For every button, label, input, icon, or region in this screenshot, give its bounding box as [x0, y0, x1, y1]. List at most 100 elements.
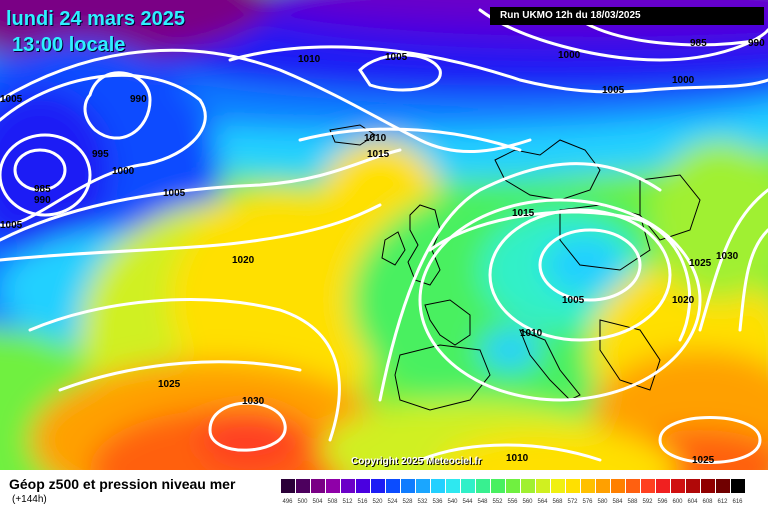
- isobar-label: 1005: [0, 94, 23, 105]
- isobar-label: 1000: [112, 166, 135, 177]
- color-scale-swatch: [670, 479, 685, 493]
- isobar-label: 1005: [562, 295, 585, 306]
- forecast-map: 1010 1005 1000 985 990 1005 1000 1005 99…: [0, 0, 768, 470]
- color-scale-swatch: [430, 479, 445, 493]
- color-scale-swatch: [595, 479, 610, 493]
- color-scale: [280, 479, 745, 493]
- forecast-local-time: 13:00 locale: [12, 34, 126, 56]
- color-scale-swatch: [655, 479, 670, 493]
- color-scale-swatch: [715, 479, 730, 493]
- color-scale-swatch: [625, 479, 640, 493]
- color-scale-tick-label: 544: [462, 499, 473, 505]
- geopotential-field: 1010 1005 1000 985 990 1005 1000 1005 99…: [0, 0, 768, 470]
- color-scale-swatch: [415, 479, 430, 493]
- color-scale-swatch: [505, 479, 520, 493]
- color-scale-tick-label: 496: [282, 499, 293, 505]
- color-scale-tick-label: 608: [702, 499, 713, 505]
- color-scale-tick-label: 568: [552, 499, 563, 505]
- isobar-label: 985: [690, 38, 707, 49]
- isobar-label: 1000: [558, 50, 581, 61]
- color-scale-swatch: [580, 479, 595, 493]
- color-scale-tick-label: 552: [492, 499, 503, 505]
- color-scale-tick-label: 572: [567, 499, 578, 505]
- isobar-label: 1005: [163, 188, 186, 199]
- isobar-label: 990: [748, 38, 765, 49]
- isobar-label: 990: [130, 94, 147, 105]
- isobar-label: 1005: [0, 220, 23, 231]
- color-scale-tick-label: 560: [522, 499, 533, 505]
- color-scale-tick-label: 584: [612, 499, 623, 505]
- color-scale-swatch: [295, 479, 310, 493]
- isobar-label: 1020: [672, 295, 695, 306]
- color-scale-swatch: [445, 479, 460, 493]
- color-scale-swatch: [385, 479, 400, 493]
- color-scale-tick-label: 616: [732, 499, 743, 505]
- color-scale-tick-label: 580: [597, 499, 608, 505]
- isobar-label: 1000: [672, 75, 695, 86]
- isobar-label: 1015: [367, 149, 390, 160]
- color-scale-swatch: [340, 479, 355, 493]
- color-scale-swatch: [700, 479, 715, 493]
- color-scale-tick-label: 548: [477, 499, 488, 505]
- color-scale-tick-label: 588: [627, 499, 638, 505]
- isobar-label: 1030: [716, 251, 739, 262]
- isobar-label: 1025: [692, 455, 715, 466]
- isobar-label: 995: [92, 149, 109, 160]
- isobar-label: 1025: [689, 258, 712, 269]
- isobar-label: 985: [34, 184, 51, 195]
- isobar-label: 1010: [298, 54, 321, 65]
- isobar-label: 1015: [512, 208, 535, 219]
- run-info-badge: Run UKMO 12h du 18/03/2025: [490, 7, 764, 25]
- color-scale-tick-label: 524: [387, 499, 398, 505]
- color-scale-tick-label: 600: [672, 499, 683, 505]
- color-scale-swatch: [475, 479, 490, 493]
- color-scale-tick-label: 564: [537, 499, 548, 505]
- color-scale-swatch: [310, 479, 325, 493]
- copyright-notice: Copyright 2025 Meteociel.fr: [351, 456, 482, 467]
- isobar-label: 1030: [242, 396, 265, 407]
- color-scale-swatch: [355, 479, 370, 493]
- forecast-date: lundi 24 mars 2025: [6, 8, 185, 30]
- isobar-label: 1005: [602, 85, 625, 96]
- color-scale-swatch: [730, 479, 745, 493]
- color-scale-swatch: [490, 479, 505, 493]
- color-scale-swatch: [400, 479, 415, 493]
- color-scale-tick-label: 528: [402, 499, 413, 505]
- color-scale-swatch: [520, 479, 535, 493]
- color-scale-tick-label: 508: [327, 499, 338, 505]
- color-scale-tick-label: 516: [357, 499, 368, 505]
- color-scale-tick-label: 512: [342, 499, 353, 505]
- isobar-label: 1005: [385, 52, 408, 63]
- color-scale-tick-label: 540: [447, 499, 458, 505]
- color-scale-swatch: [325, 479, 340, 493]
- color-scale-swatch: [685, 479, 700, 493]
- color-scale-swatch: [460, 479, 475, 493]
- color-scale-tick-label: 592: [642, 499, 653, 505]
- color-scale-swatch: [535, 479, 550, 493]
- isobar-label: 1010: [364, 133, 387, 144]
- color-scale-tick-label: 596: [657, 499, 668, 505]
- isobar-label: 1010: [520, 328, 543, 339]
- color-scale-swatch: [565, 479, 580, 493]
- color-scale-tick-label: 532: [417, 499, 428, 505]
- color-scale-tick-label: 556: [507, 499, 518, 505]
- color-scale-swatch: [550, 479, 565, 493]
- color-scale-tick-label: 612: [717, 499, 728, 505]
- legend-subtitle: (+144h): [12, 494, 47, 505]
- legend-title: Géop z500 et pression niveau mer: [9, 476, 236, 492]
- isobar-label: 990: [34, 195, 51, 206]
- color-scale-tick-label: 504: [312, 499, 323, 505]
- color-scale-tick-label: 536: [432, 499, 443, 505]
- color-scale-swatch: [370, 479, 385, 493]
- color-scale-swatch: [280, 479, 295, 493]
- color-scale-tick-label: 576: [582, 499, 593, 505]
- color-scale-swatch: [610, 479, 625, 493]
- isobar-label: 1010: [506, 453, 529, 464]
- isobar-label: 1025: [158, 379, 181, 390]
- color-scale-tick-label: 500: [297, 499, 308, 505]
- isobar-label: 1020: [232, 255, 255, 266]
- color-scale-swatch: [640, 479, 655, 493]
- color-scale-tick-label: 604: [687, 499, 698, 505]
- color-scale-tick-label: 520: [372, 499, 383, 505]
- color-scale-labels: 496 500 504 508 512 516 520 524 528 532 536 540 544 5…: [280, 499, 745, 505]
